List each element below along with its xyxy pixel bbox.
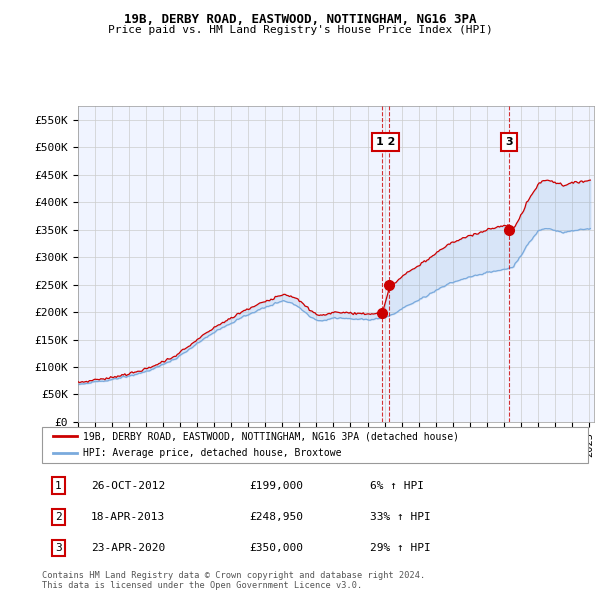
Text: 26-OCT-2012: 26-OCT-2012 — [91, 481, 166, 490]
FancyBboxPatch shape — [42, 427, 588, 463]
Text: 19B, DERBY ROAD, EASTWOOD, NOTTINGHAM, NG16 3PA: 19B, DERBY ROAD, EASTWOOD, NOTTINGHAM, N… — [124, 13, 476, 26]
Text: 1 2: 1 2 — [376, 137, 395, 147]
Text: 19B, DERBY ROAD, EASTWOOD, NOTTINGHAM, NG16 3PA (detached house): 19B, DERBY ROAD, EASTWOOD, NOTTINGHAM, N… — [83, 431, 459, 441]
Text: £248,950: £248,950 — [250, 512, 304, 522]
Text: Contains HM Land Registry data © Crown copyright and database right 2024.: Contains HM Land Registry data © Crown c… — [42, 571, 425, 579]
Text: £350,000: £350,000 — [250, 543, 304, 553]
Text: £199,000: £199,000 — [250, 481, 304, 490]
Text: 23-APR-2020: 23-APR-2020 — [91, 543, 166, 553]
Text: 6% ↑ HPI: 6% ↑ HPI — [370, 481, 424, 490]
Text: 1: 1 — [55, 481, 62, 490]
Text: 3: 3 — [55, 543, 62, 553]
Text: This data is licensed under the Open Government Licence v3.0.: This data is licensed under the Open Gov… — [42, 581, 362, 590]
Text: HPI: Average price, detached house, Broxtowe: HPI: Average price, detached house, Brox… — [83, 448, 341, 458]
Text: 33% ↑ HPI: 33% ↑ HPI — [370, 512, 430, 522]
Text: 18-APR-2013: 18-APR-2013 — [91, 512, 166, 522]
Text: 3: 3 — [505, 137, 512, 147]
Text: 2: 2 — [55, 512, 62, 522]
Text: Price paid vs. HM Land Registry's House Price Index (HPI): Price paid vs. HM Land Registry's House … — [107, 25, 493, 35]
Text: 29% ↑ HPI: 29% ↑ HPI — [370, 543, 430, 553]
